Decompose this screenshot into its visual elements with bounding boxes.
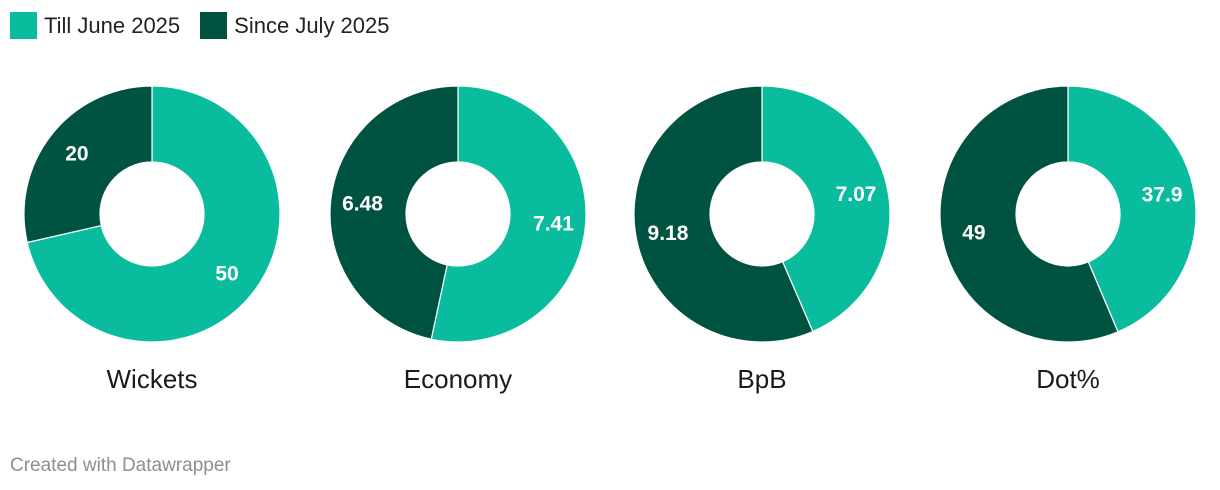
legend-label-since-july-2025: Since July 2025: [234, 12, 390, 38]
footer-credit: Created with Datawrapper: [10, 455, 231, 476]
donut-title-bpb: BpB: [737, 364, 786, 394]
donut-wickets: 50 20 Wickets: [23, 85, 281, 394]
data-label-economy-till-june-2025: 7.41: [533, 213, 574, 236]
donut-economy: 7.41 6.48 Economy: [329, 85, 587, 394]
data-label-economy-since-july-2025: 6.48: [342, 192, 383, 215]
slice-dot-pct-since-july-2025: [939, 85, 1119, 343]
data-label-wickets-till-june-2025: 50: [215, 262, 238, 285]
donut-dot-pct: 37.9 49 Dot%: [939, 85, 1197, 394]
slice-bpb-since-july-2025: [633, 85, 814, 343]
legend-swatch-till-june-2025: [10, 12, 37, 39]
legend-swatch-since-july-2025: [200, 12, 228, 39]
slice-economy-till-june-2025: [430, 85, 587, 343]
chart-legend: Till June 2025 Since July 2025: [10, 12, 390, 39]
donut-title-wickets: Wickets: [107, 364, 198, 394]
slice-bpb-till-june-2025: [761, 85, 891, 333]
donut-title-dot-pct: Dot%: [1036, 364, 1100, 394]
slice-wickets-till-june-2025: [26, 85, 281, 343]
legend-item-till-june-2025: Till June 2025: [10, 12, 180, 39]
data-label-dot-pct-till-june-2025: 37.9: [1142, 183, 1183, 206]
legend-label-till-june-2025: Till June 2025: [44, 12, 181, 38]
slice-economy-since-july-2025: [329, 85, 459, 340]
data-label-wickets-since-july-2025: 20: [65, 143, 88, 166]
slice-dot-pct-till-june-2025: [1067, 85, 1197, 333]
data-label-bpb-since-july-2025: 9.18: [648, 222, 689, 245]
donut-title-economy: Economy: [404, 364, 512, 394]
donut-bpb: 7.07 9.18 BpB: [633, 85, 891, 394]
legend-item-since-july-2025: Since July 2025: [200, 12, 390, 39]
data-label-bpb-till-june-2025: 7.07: [836, 183, 877, 206]
donut-charts: 50 20 Wickets 7.41 6.48 Economy 7.07 9.18 BpB 37.…: [23, 85, 1197, 394]
slice-wickets-since-july-2025: [23, 85, 153, 244]
data-label-dot-pct-since-july-2025: 49: [962, 222, 985, 245]
